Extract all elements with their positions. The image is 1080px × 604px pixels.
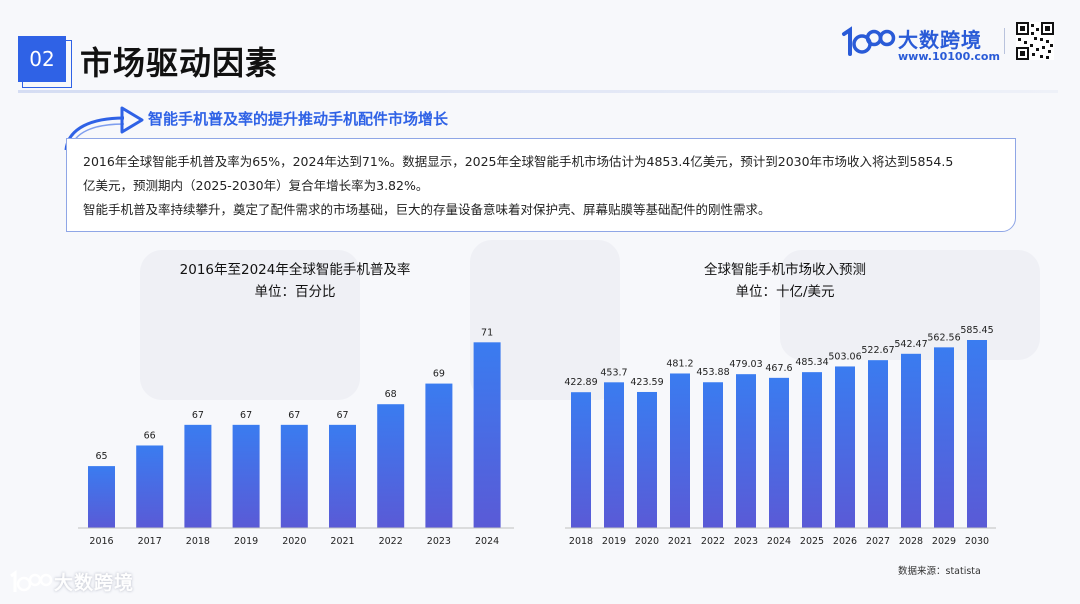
data-label: 423.59 (630, 377, 663, 388)
bar-2030 (967, 340, 987, 528)
logo-name: 大数跨境 (898, 28, 982, 52)
section-subtitle: 智能手机普及率的提升推动手机配件市场增长 (148, 110, 449, 128)
data-label: 542.47 (894, 339, 927, 350)
data-label: 485.34 (795, 357, 828, 368)
summary-box: 2016年全球智能手机普及率为65%，2024年达到71%。数据显示，2025年… (66, 138, 1016, 232)
x-tick-label: 2023 (734, 536, 758, 547)
data-label: 69 (433, 369, 445, 380)
bar-2026 (835, 366, 855, 528)
bar-2019 (232, 424, 260, 528)
summary-line: 智能手机普及率持续攀升，奠定了配件需求的市场基础，巨大的存量设备意味着对保护壳、… (83, 202, 771, 217)
x-tick-label: 2024 (767, 536, 791, 547)
x-tick-label: 2021 (330, 536, 354, 547)
data-label: 585.45 (960, 325, 993, 336)
bar-2021 (329, 424, 356, 528)
x-tick-label: 2018 (569, 536, 593, 547)
bar-2028 (901, 353, 921, 528)
chart-title-text: 全球智能手机市场收入预测 (704, 262, 866, 278)
data-label: 67 (336, 410, 348, 421)
page-number-badge: 02 (18, 36, 72, 88)
x-tick-label: 2020 (635, 536, 659, 547)
logo-mark-icon (842, 26, 896, 56)
logo-url: www.10100.com (898, 50, 1000, 63)
x-tick-label: 2022 (701, 536, 725, 547)
brand-logo: 大数跨境 www.10100.com (840, 22, 1060, 66)
x-tick-label: 2019 (234, 536, 258, 547)
bar-2029 (934, 347, 954, 528)
bar-2019 (604, 382, 624, 528)
x-tick-label: 2021 (668, 536, 692, 547)
data-label: 522.67 (861, 345, 894, 356)
data-label: 67 (288, 410, 300, 421)
summary-line: 亿美元，预测期内（2025-2030年）复合年增长率为3.82%。 (83, 178, 429, 193)
x-tick-label: 2026 (833, 536, 857, 547)
chart-title-text: 2016年至2024年全球智能手机普及率 (179, 262, 411, 278)
bar-2024 (769, 377, 789, 528)
x-tick-label: 2020 (282, 536, 306, 547)
x-tick-label: 2028 (899, 536, 923, 547)
data-label: 422.89 (564, 377, 597, 388)
x-tick-label: 2016 (89, 536, 113, 547)
data-label: 65 (95, 451, 107, 462)
bar-2023 (736, 374, 756, 528)
bar-2020 (637, 391, 657, 528)
x-tick-label: 2017 (138, 536, 162, 547)
x-tick-label: 2027 (866, 536, 890, 547)
data-label: 67 (192, 410, 204, 421)
x-tick-label: 2019 (602, 536, 626, 547)
data-label: 479.03 (729, 359, 762, 370)
logo-separator (1004, 28, 1005, 54)
data-label: 66 (144, 430, 156, 441)
data-label: 453.88 (696, 367, 729, 378)
data-label: 67 (240, 410, 252, 421)
chart-title-revenue: 全球智能手机市场收入预测 单位：十亿/美元 (620, 259, 950, 303)
bar-2016 (88, 466, 115, 528)
x-tick-label: 2022 (379, 536, 403, 547)
background-phone-shape (780, 250, 1040, 360)
revenue-bar-chart: 422.89 2018 453.7 2019 423.59 2020 481.2 2021 45… (564, 325, 996, 547)
data-label: 562.56 (927, 332, 960, 343)
x-tick-label: 2024 (475, 536, 499, 547)
bar-2022 (377, 404, 405, 528)
x-tick-label: 2018 (186, 536, 210, 547)
data-label: 453.7 (600, 367, 627, 378)
bar-2027 (868, 360, 888, 528)
data-label: 71 (481, 327, 493, 338)
penetration-bar-chart: 65 2016 66 2017 67 2018 67 2019 67 2020 67 2021 68 20… (78, 327, 514, 547)
x-tick-label: 2030 (965, 536, 989, 547)
x-tick-label: 2023 (427, 536, 451, 547)
bar-2023 (425, 383, 453, 528)
bar-2017 (136, 445, 164, 528)
data-label: 481.2 (666, 358, 693, 369)
watermark-text: 大数跨境 (54, 572, 135, 594)
chart-unit-text: 单位：百分比 (254, 284, 336, 300)
bar-2022 (703, 382, 723, 528)
x-tick-label: 2029 (932, 536, 956, 547)
bar-2025 (802, 372, 822, 528)
bar-2024 (473, 342, 501, 528)
x-tick-label: 2025 (800, 536, 824, 547)
qr-code-icon (1016, 22, 1054, 60)
data-label: 68 (385, 389, 397, 400)
summary-line: 2016年全球智能手机普及率为65%，2024年达到71%。数据显示，2025年… (83, 154, 954, 169)
chart-title-penetration: 2016年至2024年全球智能手机普及率 单位：百分比 (130, 259, 460, 303)
data-label: 467.6 (765, 363, 792, 374)
bar-2018 (184, 424, 212, 528)
page-title: 市场驱动因素 (80, 44, 279, 82)
data-label: 503.06 (828, 351, 861, 362)
watermark-logo-icon (10, 570, 53, 592)
bar-2020 (280, 424, 308, 528)
title-divider (18, 90, 1058, 93)
bar-2018 (571, 392, 591, 528)
bar-2021 (670, 373, 690, 528)
chart-unit-text: 单位：十亿/美元 (735, 284, 835, 300)
background-phone-shape (140, 250, 360, 400)
data-source: 数据来源：statista (898, 566, 981, 577)
